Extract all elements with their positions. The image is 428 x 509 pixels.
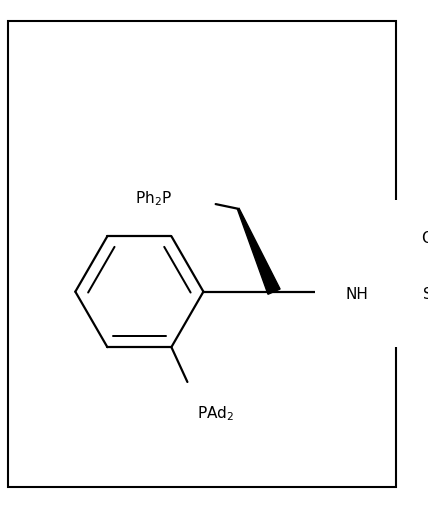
Polygon shape xyxy=(238,209,280,295)
Text: NH: NH xyxy=(345,287,369,301)
Text: Ph$_2$P: Ph$_2$P xyxy=(135,189,172,208)
Text: O: O xyxy=(422,231,428,246)
Text: S: S xyxy=(423,287,428,301)
Text: PAd$_2$: PAd$_2$ xyxy=(197,404,234,422)
